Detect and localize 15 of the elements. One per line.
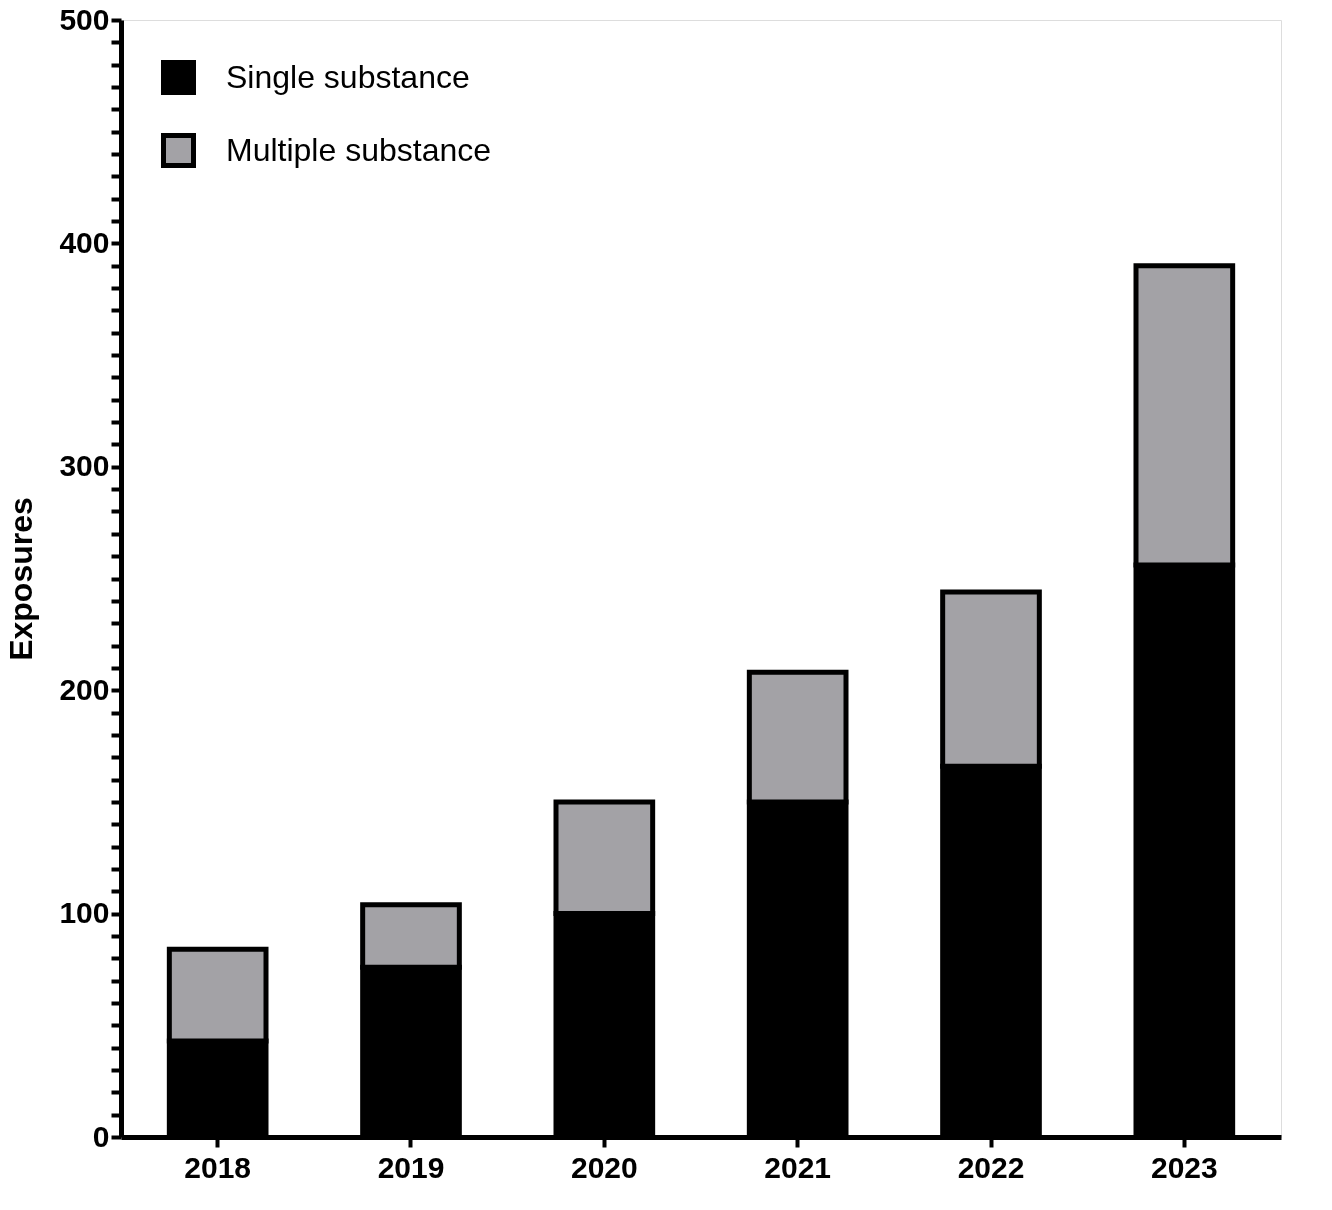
x-tick-label: 2019 <box>377 1150 445 1184</box>
y-axis-title: Exposures <box>3 497 40 661</box>
x-tick-label: 2023 <box>1150 1150 1218 1184</box>
y-tick-label: 100 <box>59 896 110 930</box>
y-tick-label: 200 <box>59 672 110 706</box>
y-tick-label: 500 <box>59 2 110 36</box>
x-tick-label: 2018 <box>184 1150 252 1184</box>
legend-label: Single substance <box>226 58 470 95</box>
y-tick-label: 400 <box>59 225 110 259</box>
legend-label: Multiple substance <box>226 131 492 168</box>
y-tick-label: 300 <box>59 449 110 483</box>
y-tick-label: 0 <box>92 1119 110 1153</box>
x-tick-label: 2022 <box>957 1150 1025 1184</box>
x-tick-label: 2021 <box>764 1150 832 1184</box>
x-tick-label: 2020 <box>570 1150 638 1184</box>
